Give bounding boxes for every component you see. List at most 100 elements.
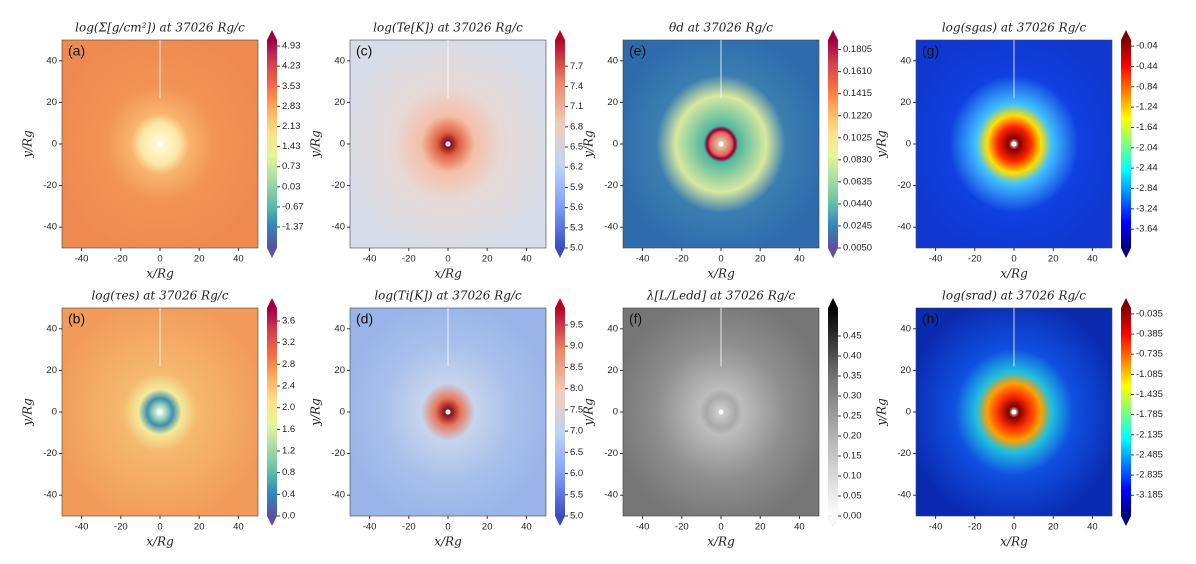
x-tick-label: 20 xyxy=(482,254,493,265)
x-tick-label: 0 xyxy=(157,522,162,533)
colorbar-tick-label: -2.135 xyxy=(1136,429,1163,440)
y-tick-label: 0 xyxy=(906,139,911,150)
y-tick-label: -20 xyxy=(604,180,618,191)
x-tick-label: 0 xyxy=(157,254,162,265)
y-tick-label: 40 xyxy=(900,55,911,66)
panel-label: (a) xyxy=(68,43,85,59)
colorbar-tick-label: 0.0050 xyxy=(843,243,872,254)
y-tick-label: 40 xyxy=(334,55,345,66)
colorbar-tick-label: 0.0830 xyxy=(843,154,872,165)
panel-title: log(Ti[K]) at 37026 Rg/c xyxy=(374,289,522,303)
x-tick-label: -40 xyxy=(929,254,943,265)
colorbar-tick-label: 5.5 xyxy=(570,489,583,500)
y-tick-label: 20 xyxy=(46,365,57,376)
y-tick-label: 20 xyxy=(334,97,345,108)
panel-title: log(Te[K]) at 37026 Rg/c xyxy=(373,21,523,35)
colorbar-tick-label: 1.2 xyxy=(282,446,295,457)
colorbar-tick-label: -0.035 xyxy=(1136,308,1163,319)
colorbar-extend-top xyxy=(1121,30,1131,40)
colorbar-tick-label: 0.0245 xyxy=(843,220,872,231)
colorbar-extend-bottom xyxy=(555,516,565,526)
y-tick-label: 0 xyxy=(52,407,57,418)
x-tick-label: 40 xyxy=(1087,522,1098,533)
y-tick-label: 20 xyxy=(46,97,57,108)
y-axis-label: y/Rg xyxy=(875,398,889,427)
colorbar-tick-label: 0.1220 xyxy=(843,110,872,121)
colorbar-tick-label: -2.44 xyxy=(1136,163,1158,174)
colorbar-tick-label: 5.9 xyxy=(570,182,583,193)
y-tick-label: -40 xyxy=(43,490,57,501)
x-axis-label: x/Rg xyxy=(707,267,735,281)
x-axis-label: x/Rg xyxy=(1000,267,1028,281)
x-tick-label: -20 xyxy=(675,522,689,533)
colorbar-tick-label: -1.37 xyxy=(282,222,304,233)
colorbar-extend-bottom xyxy=(267,248,277,258)
colorbar-tick-label: 1.43 xyxy=(282,141,301,152)
x-tick-label: 40 xyxy=(521,254,532,265)
x-tick-label: 40 xyxy=(233,522,244,533)
colorbar-tick-label: 6.2 xyxy=(570,162,583,173)
colorbar-tick-label: 7.1 xyxy=(570,101,583,112)
colorbar-tick-label: 5.6 xyxy=(570,202,583,213)
y-tick-label: -40 xyxy=(331,490,345,501)
y-tick-label: 0 xyxy=(613,139,618,150)
inner-hole xyxy=(157,141,163,147)
colorbar-tick-label: 5.0 xyxy=(570,243,583,254)
colorbar-tick-label: 6.5 xyxy=(570,447,583,458)
colorbar xyxy=(828,308,838,516)
colorbar-tick-label: -2.485 xyxy=(1136,449,1163,460)
colorbar-tick-label: 6.5 xyxy=(570,142,583,153)
x-tick-label: 20 xyxy=(755,522,766,533)
panel-title: log(sgas) at 37026 Rg/c xyxy=(942,21,1087,35)
colorbar-tick-label: -0.385 xyxy=(1136,329,1163,340)
panel-title: log(τes) at 37026 Rg/c xyxy=(91,289,228,303)
x-tick-label: 0 xyxy=(445,522,450,533)
x-tick-label: 40 xyxy=(1087,254,1098,265)
inner-hole xyxy=(1011,141,1017,147)
colorbar xyxy=(828,40,838,248)
x-tick-label: 20 xyxy=(194,254,205,265)
x-tick-label: -40 xyxy=(75,522,89,533)
x-tick-label: -20 xyxy=(675,254,689,265)
y-tick-label: 40 xyxy=(46,55,57,66)
y-tick-label: 0 xyxy=(613,407,618,418)
panel-label: (f) xyxy=(629,311,642,327)
x-tick-label: 20 xyxy=(1048,522,1059,533)
colorbar-extend-top xyxy=(1121,298,1131,308)
panel-title: log(srad) at 37026 Rg/c xyxy=(942,289,1086,303)
colorbar xyxy=(1121,40,1131,248)
inner-hole xyxy=(718,141,724,147)
colorbar-tick-label: 7.0 xyxy=(570,426,583,437)
y-axis-label: y/Rg xyxy=(309,130,323,159)
colorbar-tick-label: -0.44 xyxy=(1136,61,1158,72)
y-tick-label: -20 xyxy=(331,180,345,191)
y-tick-label: 20 xyxy=(607,97,618,108)
y-axis-label: y/Rg xyxy=(21,130,35,159)
x-tick-label: 0 xyxy=(718,254,723,265)
colorbar-tick-label: 0.1415 xyxy=(843,88,872,99)
y-tick-label: 40 xyxy=(900,323,911,334)
x-tick-label: 0 xyxy=(718,522,723,533)
colorbar-tick-label: 0.40 xyxy=(843,351,862,362)
x-tick-label: -40 xyxy=(75,254,89,265)
colorbar-tick-label: 1.6 xyxy=(282,424,295,435)
colorbar-tick-label: 0.0 xyxy=(282,511,295,522)
x-tick-label: -40 xyxy=(363,522,377,533)
x-tick-label: -40 xyxy=(636,254,650,265)
y-tick-label: -40 xyxy=(43,222,57,233)
colorbar-tick-label: 0.15 xyxy=(843,451,862,462)
x-tick-label: -20 xyxy=(968,522,982,533)
y-tick-label: 40 xyxy=(334,323,345,334)
panel-title: λ[L/Ledd] at 37026 Rg/c xyxy=(646,289,796,303)
colorbar-extend-bottom xyxy=(1121,516,1131,526)
y-tick-label: 20 xyxy=(607,365,618,376)
panel-label: (b) xyxy=(68,311,85,327)
x-tick-label: -20 xyxy=(402,522,416,533)
colorbar xyxy=(1121,308,1131,516)
colorbar-tick-label: 5.0 xyxy=(570,511,583,522)
x-tick-label: -20 xyxy=(968,254,982,265)
x-tick-label: -40 xyxy=(636,522,650,533)
y-tick-label: 20 xyxy=(900,97,911,108)
colorbar-tick-label: 7.5 xyxy=(570,404,583,415)
colorbar xyxy=(555,40,565,248)
